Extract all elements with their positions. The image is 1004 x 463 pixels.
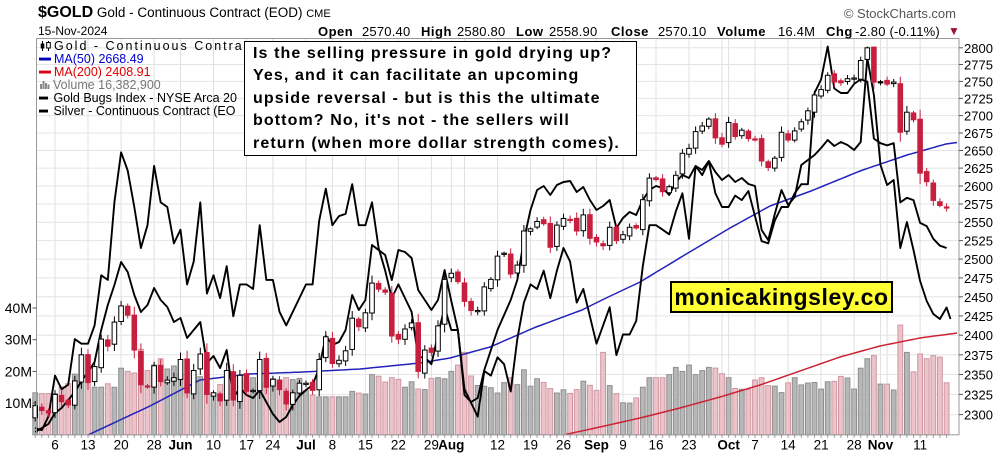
svg-text:2625: 2625 xyxy=(964,161,993,176)
svg-text:Nov: Nov xyxy=(868,438,894,453)
svg-text:29: 29 xyxy=(424,438,439,453)
svg-text:9: 9 xyxy=(619,438,627,453)
svg-text:Sep: Sep xyxy=(584,438,609,453)
svg-text:10M: 10M xyxy=(5,395,32,411)
svg-text:6: 6 xyxy=(51,438,59,453)
svg-text:2800: 2800 xyxy=(964,41,993,56)
svg-text:20: 20 xyxy=(114,438,129,453)
svg-text:2350: 2350 xyxy=(964,368,993,383)
svg-text:2750: 2750 xyxy=(964,74,993,89)
svg-text:Aug: Aug xyxy=(438,438,464,453)
svg-text:8: 8 xyxy=(329,438,337,453)
svg-text:28: 28 xyxy=(147,438,162,453)
svg-text:Jun: Jun xyxy=(168,438,192,453)
svg-text:2525: 2525 xyxy=(964,234,993,249)
svg-text:22: 22 xyxy=(391,438,406,453)
svg-text:13: 13 xyxy=(80,438,95,453)
svg-text:17: 17 xyxy=(239,438,254,453)
svg-text:16: 16 xyxy=(648,438,663,453)
svg-text:10: 10 xyxy=(206,438,221,453)
svg-text:26: 26 xyxy=(556,438,571,453)
svg-text:21: 21 xyxy=(814,438,829,453)
svg-text:23: 23 xyxy=(681,438,696,453)
svg-text:2325: 2325 xyxy=(964,387,993,402)
svg-text:14: 14 xyxy=(781,438,797,453)
svg-text:2700: 2700 xyxy=(964,109,993,124)
svg-text:2475: 2475 xyxy=(964,271,993,286)
svg-text:2500: 2500 xyxy=(964,252,993,267)
svg-text:Jul: Jul xyxy=(296,438,316,453)
svg-text:15: 15 xyxy=(358,438,373,453)
svg-text:2650: 2650 xyxy=(964,144,993,159)
svg-text:30M: 30M xyxy=(5,332,32,348)
svg-text:11: 11 xyxy=(913,438,927,453)
svg-text:2725: 2725 xyxy=(964,91,993,106)
svg-text:24: 24 xyxy=(265,438,281,453)
svg-text:Oct: Oct xyxy=(717,438,740,453)
svg-text:7: 7 xyxy=(751,438,759,453)
svg-text:2400: 2400 xyxy=(964,328,993,343)
svg-text:2575: 2575 xyxy=(964,197,993,212)
svg-text:2425: 2425 xyxy=(964,309,993,324)
svg-text:28: 28 xyxy=(847,438,862,453)
svg-text:2675: 2675 xyxy=(964,126,993,141)
svg-text:20M: 20M xyxy=(5,363,32,379)
svg-text:2375: 2375 xyxy=(964,348,993,363)
svg-text:2550: 2550 xyxy=(964,215,993,230)
svg-text:2775: 2775 xyxy=(964,58,993,73)
svg-text:40M: 40M xyxy=(5,300,32,316)
svg-text:2600: 2600 xyxy=(964,179,993,194)
svg-text:2450: 2450 xyxy=(964,290,993,305)
svg-text:2300: 2300 xyxy=(964,408,993,423)
svg-text:12: 12 xyxy=(490,438,505,453)
svg-text:19: 19 xyxy=(523,438,538,453)
